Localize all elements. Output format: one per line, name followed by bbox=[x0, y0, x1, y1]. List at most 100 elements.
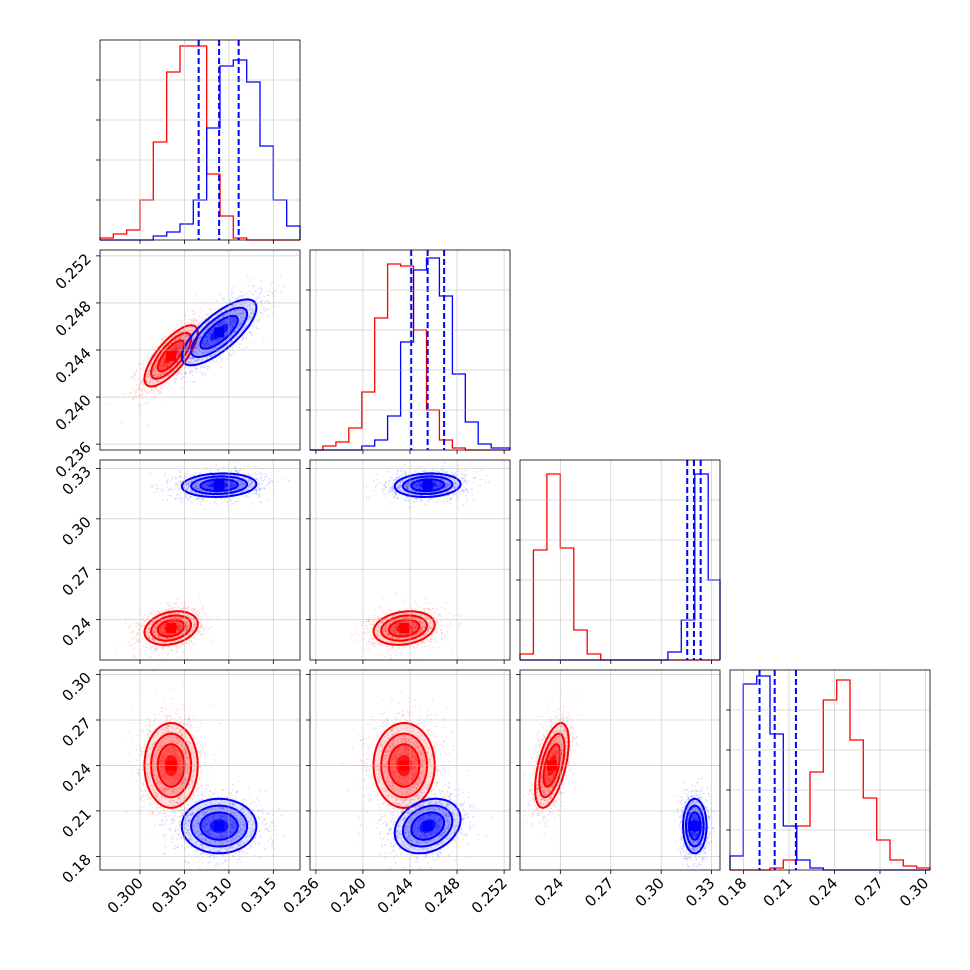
sample-point bbox=[175, 338, 177, 341]
sample-point bbox=[172, 347, 175, 350]
sample-point bbox=[179, 331, 182, 333]
sample-point bbox=[192, 320, 195, 322]
sample-point bbox=[142, 364, 145, 367]
sample-point bbox=[250, 331, 252, 333]
sample-point bbox=[141, 388, 144, 391]
sample-point bbox=[225, 345, 228, 348]
sample-point bbox=[187, 335, 190, 338]
sample-point bbox=[258, 293, 260, 296]
sample-point bbox=[129, 392, 132, 394]
sample-point bbox=[155, 380, 157, 383]
sample-point bbox=[171, 478, 173, 481]
sample-point bbox=[142, 383, 145, 386]
sample-point bbox=[194, 347, 197, 350]
sample-point bbox=[243, 311, 246, 314]
sample-point bbox=[142, 645, 145, 647]
sample-point bbox=[175, 604, 178, 606]
sample-point bbox=[189, 329, 192, 332]
sample-point bbox=[143, 387, 146, 389]
sample-point bbox=[179, 337, 182, 340]
sample-point bbox=[155, 484, 158, 486]
sample-point bbox=[164, 472, 167, 475]
sample-point bbox=[179, 342, 182, 345]
sample-point bbox=[232, 321, 235, 323]
sample-point bbox=[168, 327, 171, 329]
sample-point bbox=[146, 375, 149, 378]
sample-point bbox=[168, 333, 171, 335]
sample-point bbox=[132, 389, 135, 391]
sample-point bbox=[178, 371, 181, 374]
sample-point bbox=[147, 371, 150, 374]
sample-point bbox=[187, 335, 190, 337]
sample-point bbox=[141, 377, 144, 380]
sample-point bbox=[163, 475, 166, 477]
sample-point bbox=[240, 295, 243, 298]
sample-point bbox=[155, 380, 158, 383]
sample-point bbox=[283, 286, 286, 288]
sample-point bbox=[201, 316, 203, 319]
sample-point bbox=[155, 370, 158, 373]
sample-point bbox=[204, 340, 207, 343]
sample-point bbox=[199, 622, 201, 624]
sample-point bbox=[155, 491, 157, 493]
sample-point bbox=[186, 330, 189, 333]
sample-point bbox=[161, 365, 164, 368]
sample-point bbox=[230, 328, 233, 331]
sample-point bbox=[168, 494, 171, 497]
sample-point bbox=[194, 642, 196, 644]
sample-point bbox=[181, 322, 183, 324]
sample-point bbox=[232, 324, 235, 327]
sample-point bbox=[156, 601, 159, 604]
sample-point bbox=[200, 321, 202, 323]
sample-point bbox=[210, 331, 213, 334]
sample-point bbox=[162, 359, 164, 362]
sample-point bbox=[159, 368, 162, 371]
sample-point bbox=[185, 330, 188, 333]
sample-point bbox=[156, 359, 159, 362]
sample-point bbox=[170, 336, 173, 339]
sample-point bbox=[247, 464, 249, 467]
sample-point bbox=[153, 389, 156, 392]
sample-point bbox=[173, 497, 176, 500]
sample-point bbox=[186, 357, 188, 360]
sample-point bbox=[146, 375, 148, 377]
sample-point bbox=[211, 329, 214, 332]
sample-point bbox=[131, 642, 134, 645]
sample-point bbox=[232, 346, 235, 349]
sample-point bbox=[170, 342, 172, 345]
sample-point bbox=[226, 331, 228, 334]
sample-point bbox=[201, 309, 204, 312]
sample-point bbox=[221, 358, 224, 361]
sample-point bbox=[238, 346, 241, 349]
sample-point bbox=[188, 370, 191, 373]
sample-point bbox=[142, 369, 145, 372]
sample-point bbox=[196, 338, 199, 341]
sample-point bbox=[238, 309, 241, 312]
sample-point bbox=[242, 347, 245, 350]
sample-point bbox=[165, 371, 168, 374]
sample-point bbox=[147, 382, 150, 384]
sample-point bbox=[178, 353, 181, 356]
sample-point bbox=[181, 607, 183, 610]
sample-point bbox=[175, 345, 178, 347]
sample-point bbox=[194, 320, 197, 322]
sample-point bbox=[222, 297, 225, 299]
sample-point bbox=[258, 488, 261, 490]
sample-point bbox=[219, 355, 221, 358]
sample-point bbox=[177, 344, 180, 347]
sample-point bbox=[185, 360, 188, 363]
sample-point bbox=[267, 314, 270, 317]
sample-point bbox=[204, 313, 207, 315]
sample-point bbox=[154, 370, 157, 373]
sample-point bbox=[230, 322, 232, 325]
sample-point bbox=[175, 362, 178, 364]
sample-point bbox=[193, 381, 196, 383]
sample-point bbox=[129, 632, 132, 634]
sample-point bbox=[254, 290, 256, 292]
sample-point bbox=[148, 372, 150, 375]
sample-point bbox=[258, 494, 261, 497]
sample-point bbox=[176, 343, 179, 345]
sample-point bbox=[168, 383, 171, 385]
sample-point bbox=[180, 341, 183, 344]
sample-point bbox=[181, 477, 184, 479]
